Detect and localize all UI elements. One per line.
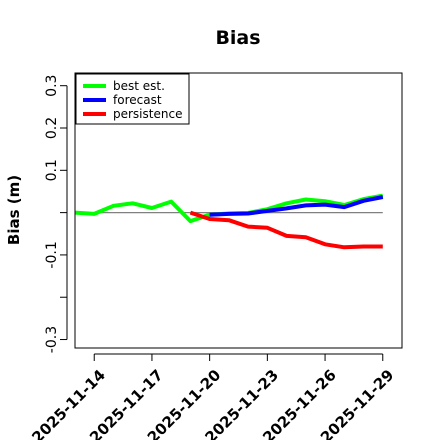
y-tick-label: -0.1 bbox=[44, 241, 60, 268]
legend-label: forecast bbox=[113, 93, 162, 107]
plot-frame bbox=[74, 72, 403, 349]
series-line-best-est bbox=[74, 193, 384, 224]
series-line-forecast bbox=[209, 195, 384, 217]
y-axis-label: Bias (m) bbox=[5, 175, 23, 245]
legend-label: persistence bbox=[113, 107, 182, 121]
y-tick-label: 0.2 bbox=[44, 117, 60, 139]
chart-title: Bias bbox=[215, 27, 260, 49]
series-layer bbox=[74, 193, 384, 250]
y-axis: -0.3 -0.1 0.1 0.2 0.3 bbox=[44, 75, 68, 353]
series-line-persistence bbox=[189, 210, 383, 250]
x-axis: 2025-11-142025-11-172025-11-202025-11-23… bbox=[28, 353, 398, 440]
y-tick-label: -0.3 bbox=[44, 326, 60, 353]
y-tick-label: 0.3 bbox=[44, 75, 60, 97]
legend-label: best est. bbox=[113, 79, 165, 93]
y-tick-label: 0.1 bbox=[44, 159, 60, 181]
